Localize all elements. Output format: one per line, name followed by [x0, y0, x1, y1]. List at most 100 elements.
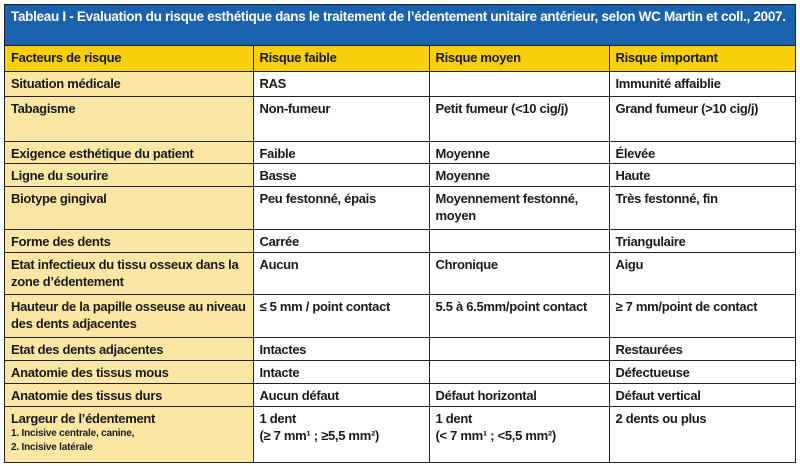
- cell-low-text: 1 dent: [259, 410, 297, 426]
- table-row: Etat infectieux du tissu osseux dans la …: [5, 251, 795, 295]
- header-row: Facteurs de risque Risque faible Risque …: [5, 46, 795, 72]
- cell-mid: Moyenne: [428, 140, 610, 164]
- cell-factor: Largeur de l’édentement 1. Incisive centr…: [5, 405, 254, 462]
- cell-mid: Moyenne: [428, 162, 610, 187]
- cell-factor-text: Etat infectieux du tissu osseux dans la …: [11, 256, 239, 289]
- cell-mid: Moyennement festonné, moyen: [428, 185, 610, 230]
- header-factor: Facteurs de risque: [5, 46, 254, 72]
- cell-mid-text: Moyenne: [435, 167, 491, 183]
- cell-high-text: Grand fumeur (>10 cig/j): [615, 100, 759, 116]
- cell-mid: Chronique: [428, 251, 610, 295]
- cell-factor-text: Largeur de l’édentement: [11, 410, 156, 426]
- cell-high-text: Défectueuse: [615, 364, 690, 380]
- header-high: Risque important: [608, 46, 795, 72]
- cell-high: Triangulaire: [608, 228, 795, 253]
- cell-mid: [428, 359, 610, 384]
- cell-low: Intactes: [252, 336, 430, 361]
- cell-factor-text: Exigence esthétique du patient: [11, 145, 194, 161]
- cell-mid-text: Moyennement festonné, moyen: [435, 190, 579, 223]
- cell-high: Défaut vertical: [608, 382, 795, 407]
- cell-mid: 5.5 à 6.5mm/point contact: [428, 293, 610, 338]
- cell-mid: 1 dent (< 7 mm¹ ; <5,5 mm²): [428, 405, 610, 462]
- cell-high-text: Immunité affaiblie: [615, 75, 721, 91]
- cell-low-text: Intactes: [259, 341, 307, 357]
- cell-mid-text: Petit fumeur (<10 cig/j): [435, 100, 569, 116]
- cell-factor-note1: 1. Incisive centrale, canine,: [11, 427, 135, 439]
- cell-mid-text: Moyenne: [435, 145, 491, 161]
- cell-mid-text: 1 dent: [435, 410, 473, 426]
- cell-high: Grand fumeur (>10 cig/j): [608, 95, 795, 142]
- cell-high-text: ≥ 7 mm/point de contact: [615, 298, 758, 314]
- cell-low: Faible: [252, 140, 430, 164]
- cell-low: Aucun défaut: [252, 382, 430, 407]
- cell-factor: Tabagisme: [5, 95, 254, 142]
- cell-factor: Ligne du sourire: [5, 162, 254, 187]
- cell-low-text: Carrée: [259, 233, 300, 249]
- table-row: Forme des dents Carrée Triangulaire: [5, 228, 795, 253]
- cell-high: Immunité affaiblie: [608, 70, 795, 97]
- table-title: Tableau I - Evaluation du risque esthéti…: [5, 5, 795, 46]
- cell-high-text: Aigu: [615, 256, 644, 272]
- table-row: Anatomie des tissus durs Aucun défaut Défa…: [5, 382, 795, 407]
- cell-factor-text: Etat des dents adjacentes: [11, 341, 164, 357]
- cell-factor: Anatomie des tissus mous: [5, 359, 254, 384]
- cell-factor-text: Anatomie des tissus durs: [11, 387, 163, 403]
- table-row: Anatomie des tissus mous Intacte Défectueu…: [5, 359, 795, 384]
- cell-high-text: 2 dents ou plus: [615, 410, 707, 426]
- cell-mid: Petit fumeur (<10 cig/j): [428, 95, 610, 142]
- cell-high-text: Élevée: [615, 145, 656, 161]
- cell-high-text: Triangulaire: [615, 233, 686, 249]
- cell-low-text: Aucun défaut: [259, 387, 340, 403]
- cell-low-text: ≤ 5 mm / point contact: [259, 298, 391, 314]
- cell-mid-text: 5.5 à 6.5mm/point contact: [435, 298, 588, 314]
- cell-low: ≤ 5 mm / point contact: [252, 293, 430, 338]
- table-row: Largeur de l’édentement 1. Incisive centr…: [5, 405, 795, 462]
- cell-low-low2: (≥ 7 mm¹ ; ≥5,5 mm²): [259, 427, 380, 443]
- cell-low: RAS: [252, 70, 430, 97]
- cell-factor: Etat infectieux du tissu osseux dans la …: [5, 251, 254, 295]
- cell-factor-text: Situation médicale: [11, 75, 121, 91]
- cell-factor-text: Anatomie des tissus mous: [11, 364, 169, 380]
- cell-factor: Etat des dents adjacentes: [5, 336, 254, 361]
- cell-low: Basse: [252, 162, 430, 187]
- cell-low-text: Non-fumeur: [259, 100, 331, 116]
- table-row: Etat des dents adjacentes Intactes Restaur…: [5, 336, 795, 361]
- cell-high-text: Défaut vertical: [615, 387, 701, 403]
- cell-mid-text: Chronique: [435, 256, 499, 272]
- cell-factor-text: Tabagisme: [11, 100, 76, 116]
- risk-table-container: Tableau I - Evaluation du risque esthéti…: [4, 4, 796, 463]
- cell-factor: Exigence esthétique du patient: [5, 140, 254, 164]
- cell-low-text: Aucun: [259, 256, 299, 272]
- cell-factor-note2: 2. Incisive latérale: [11, 441, 93, 453]
- cell-factor: Situation médicale: [5, 70, 254, 97]
- cell-factor: Biotype gingival: [5, 185, 254, 230]
- cell-factor-text: Forme des dents: [11, 233, 111, 249]
- cell-high: 2 dents ou plus: [608, 405, 795, 462]
- risk-table: Facteurs de risque Risque faible Risque …: [5, 46, 795, 462]
- cell-high: Très festonné, fin: [608, 185, 795, 230]
- cell-low-text: Basse: [259, 167, 297, 183]
- header-mid: Risque moyen: [428, 46, 610, 72]
- cell-factor-text: Biotype gingival: [11, 190, 107, 206]
- cell-low-text: Intacte: [259, 364, 300, 380]
- cell-low: Intacte: [252, 359, 430, 384]
- cell-factor: Hauteur de la papille osseuse au niveau …: [5, 293, 254, 338]
- table-row: Biotype gingival Peu festonné, épais Moyen…: [5, 185, 795, 230]
- cell-low: Non-fumeur: [252, 95, 430, 142]
- cell-low: Carrée: [252, 228, 430, 253]
- cell-factor: Anatomie des tissus durs: [5, 382, 254, 407]
- table-row: Hauteur de la papille osseuse au niveau …: [5, 293, 795, 338]
- cell-factor-text: Ligne du sourire: [11, 167, 109, 183]
- cell-mid: [428, 228, 610, 253]
- cell-factor-text: Hauteur de la papille osseuse au niveau …: [11, 298, 246, 331]
- cell-low: 1 dent (≥ 7 mm¹ ; ≥5,5 mm²): [252, 405, 430, 462]
- cell-high-text: Haute: [615, 167, 651, 183]
- table-row: Ligne du sourire Basse Moyenne Haute: [5, 162, 795, 187]
- cell-low-text: Peu festonné, épais: [259, 190, 377, 206]
- cell-high: Élevée: [608, 140, 795, 164]
- cell-low-text: RAS: [259, 75, 287, 91]
- header-low: Risque faible: [252, 46, 430, 72]
- cell-high: Haute: [608, 162, 795, 187]
- cell-high: Aigu: [608, 251, 795, 295]
- cell-high: Restaurées: [608, 336, 795, 361]
